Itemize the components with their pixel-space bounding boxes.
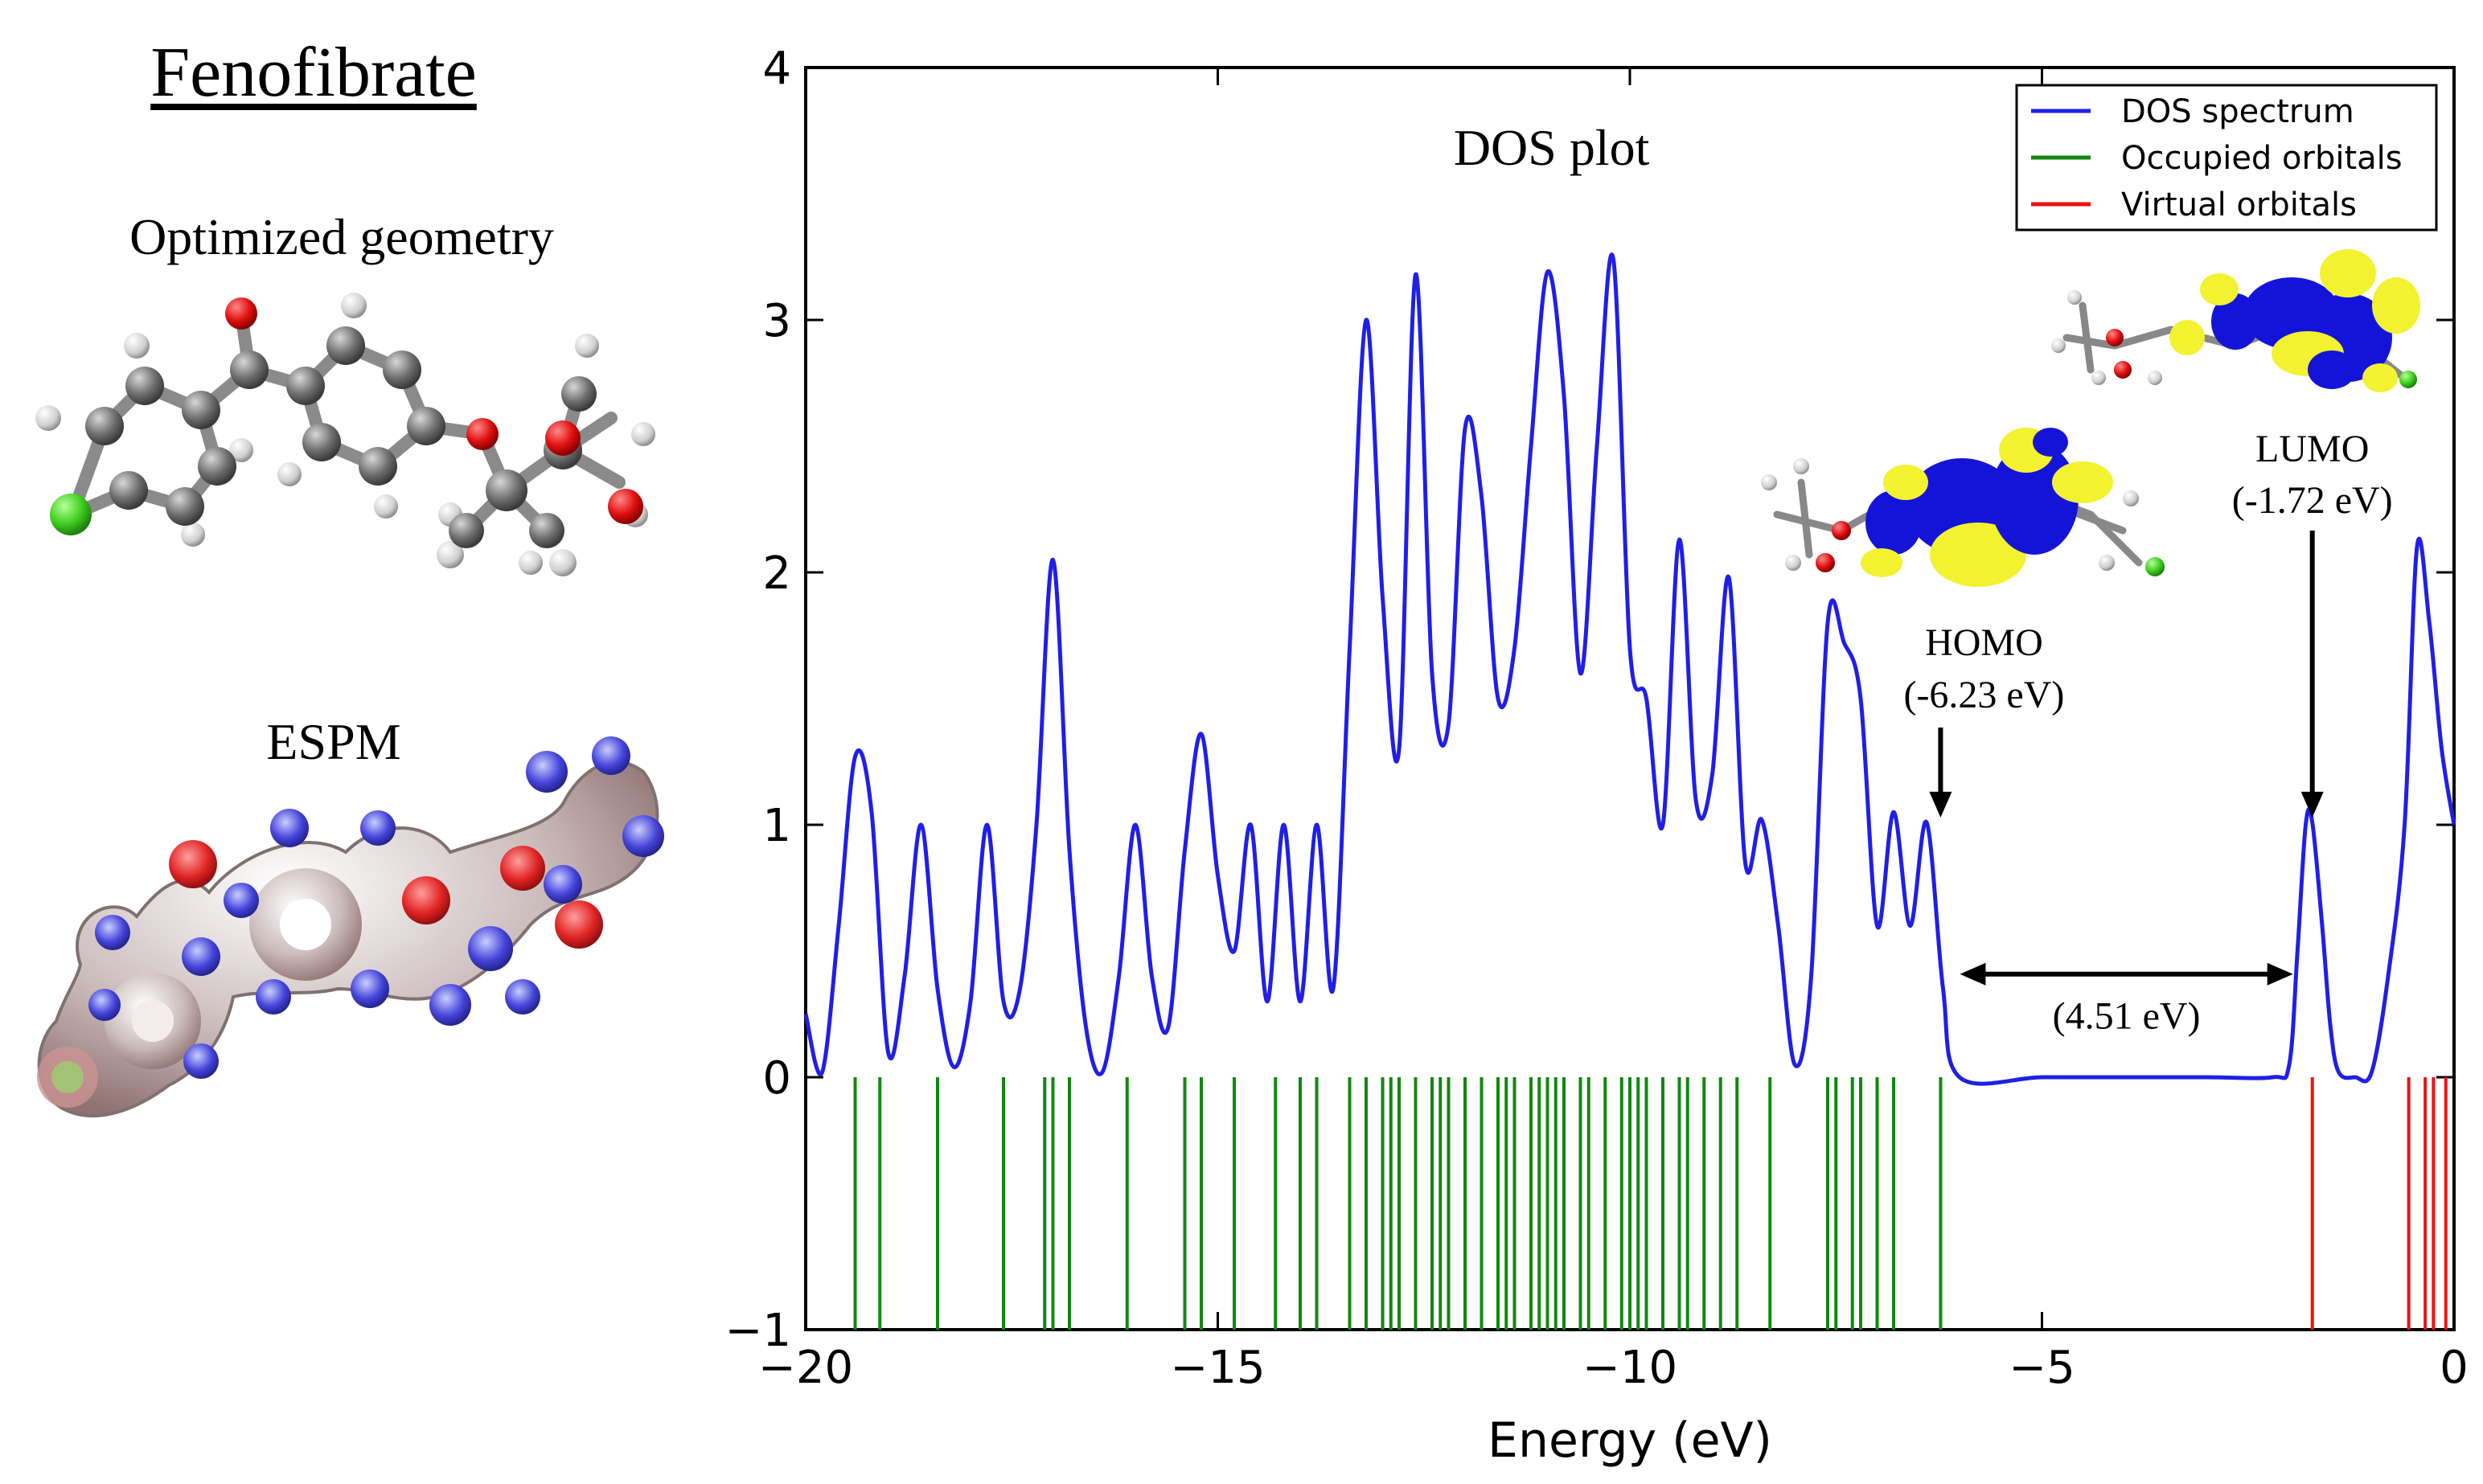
orbital-lines <box>853 1077 2448 1330</box>
lumo-label: LUMO <box>2255 428 2369 470</box>
y-tick-label: 0 <box>762 1052 791 1105</box>
legend-entry-virtual: Virtual orbitals <box>2121 187 2357 223</box>
x-tick-label: −15 <box>1170 1342 1265 1394</box>
espm-surface-image <box>37 736 664 1117</box>
lumo-value: (-1.72 eV) <box>2232 479 2393 522</box>
geometry-label: Optimized geometry <box>129 208 554 265</box>
gap-arrowhead-left <box>1960 962 1986 986</box>
legend-entry-occupied: Occupied orbitals <box>2121 140 2403 177</box>
lumo-arrowhead <box>2300 791 2324 818</box>
y-axis: −1 0 1 2 3 4 <box>724 43 2454 1357</box>
gap-arrowhead-right <box>2267 962 2293 986</box>
lumo-orbital-image <box>2051 249 2420 392</box>
x-tick-label: 0 <box>2440 1342 2469 1394</box>
homo-label: HOMO <box>1925 621 2043 664</box>
legend-entry-dos: DOS spectrum <box>2121 93 2354 130</box>
y-tick-label: 4 <box>762 43 791 95</box>
espm-label: ESPM <box>266 713 401 770</box>
y-tick-label: 2 <box>762 547 791 600</box>
y-tick-label: 1 <box>762 800 791 852</box>
x-tick-label: −20 <box>758 1342 853 1394</box>
y-tick-label: 3 <box>762 295 791 347</box>
annotations: HOMO (-6.23 eV) LUMO (-1.72 eV) (4.51 eV… <box>1903 428 2392 1038</box>
legend: DOS spectrum Occupied orbitals Virtual o… <box>2015 84 2438 232</box>
x-tick-label: −5 <box>2009 1342 2075 1394</box>
dos-spectrum-line <box>803 252 2456 1086</box>
x-axis: −20 −15 −10 −5 0 <box>758 68 2469 1394</box>
chart-title: DOS plot <box>1454 119 1650 176</box>
x-axis-label: Energy (eV) <box>1488 1412 1772 1469</box>
gap-label: (4.51 eV) <box>2053 995 2201 1038</box>
homo-orbital-image <box>1761 428 2165 587</box>
homo-value: (-6.23 eV) <box>1903 674 2064 716</box>
x-tick-label: −10 <box>1582 1342 1677 1394</box>
panel-title: Fenofibrate <box>150 34 477 112</box>
molecule-geometry-image <box>35 293 655 576</box>
y-tick-label: −1 <box>724 1305 791 1357</box>
homo-arrowhead <box>1929 791 1952 818</box>
